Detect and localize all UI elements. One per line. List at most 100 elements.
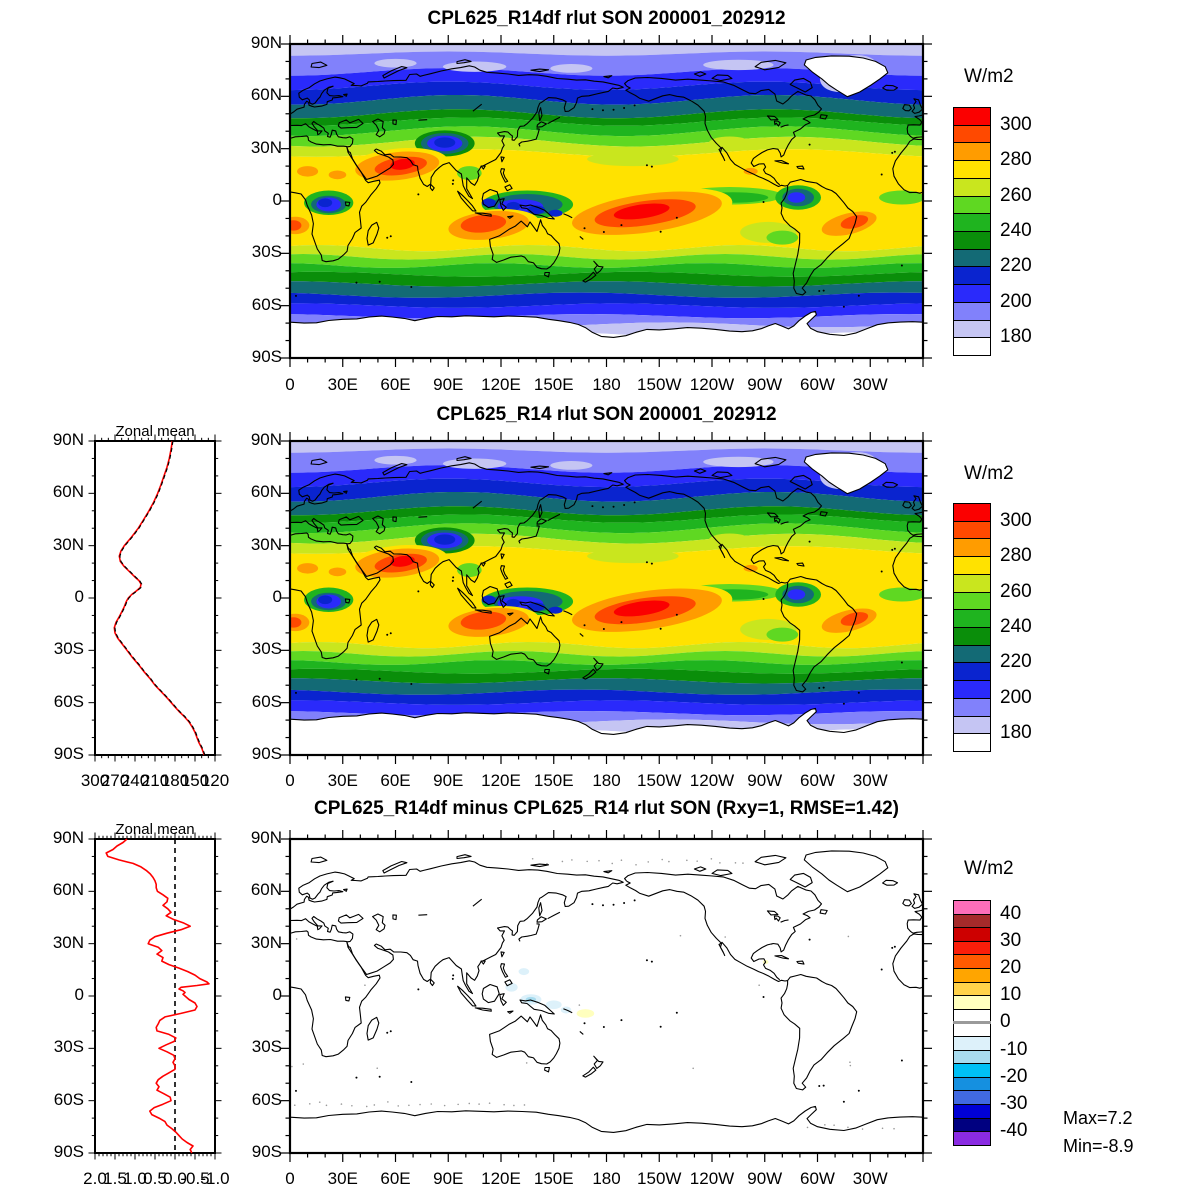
colorbar-box-panel3 (953, 927, 991, 942)
zonal-x-tick-label-panel2: 270 (100, 771, 130, 790)
map-lat-tick-label-panel2: 90N (250, 430, 282, 449)
map-lat-tick-label-panel3: 30S (251, 1037, 282, 1057)
colorbar-box-panel1 (953, 124, 991, 144)
colorbar-box-panel1 (953, 160, 991, 179)
colorbar-tick-label-panel3: 0 (1000, 1011, 1011, 1033)
map-lat-tick-label-panel1: 30N (250, 137, 282, 157)
zonal-mean-plot-panel3 (88, 832, 222, 1160)
colorbar-box-panel3 (953, 1131, 991, 1146)
map-lat-tick-label-panel3: 90N (250, 828, 282, 847)
colorbar-tick-label-panel1: 180 (1000, 326, 1032, 348)
colorbar-box-panel1 (953, 195, 991, 215)
panel3-title: CPL625_R14df minus CPL625_R14 rlut SON (… (313, 798, 899, 819)
zonal-x-tick-label-panel3: -1.0 (200, 1169, 230, 1188)
colorbar-tick-label-panel2: 200 (1000, 686, 1032, 708)
panel2-units-label: W/m2 (964, 463, 1014, 484)
zonal-x-tick-label-panel2: 120 (200, 771, 230, 790)
zonal-lat-tick-label-panel2: 60S (53, 691, 84, 711)
zonal-lat-tick-label-panel2: 30N (52, 534, 84, 554)
map-lon-tick-label-panel3: 180 (592, 1169, 621, 1188)
map-lat-tick-label-panel2: 30N (250, 534, 282, 554)
map-lon-tick-label-panel1: 90W (747, 375, 783, 394)
colorbar-tick-label-panel1: 220 (1000, 255, 1032, 277)
map-lon-tick-label-panel2: 90W (747, 771, 783, 790)
colorbar-box-panel2 (953, 503, 991, 522)
map-lat-tick-label-panel1: 90S (251, 347, 282, 366)
map-plot-panel1 (281, 35, 932, 367)
zonal-lat-tick-label-panel2: 0 (74, 587, 84, 606)
map-lon-tick-label-panel1: 60W (800, 375, 835, 394)
colorbar-box-panel3 (953, 954, 991, 969)
map-lat-tick-label-panel1: 90N (250, 33, 282, 52)
colorbar-tick-label-panel1: 300 (1000, 113, 1032, 135)
colorbar-box-panel1 (953, 213, 991, 232)
map-lon-tick-label-panel2: 90E (433, 771, 464, 790)
zonal-x-tick-label-panel3: 1.0 (123, 1169, 147, 1188)
colorbar-box-panel2 (953, 697, 991, 717)
colorbar-tick-label-panel2: 300 (1000, 509, 1032, 531)
map-lat-tick-label-panel3: 90S (251, 1142, 282, 1161)
zonal-lat-tick-label-panel3: 30N (52, 932, 84, 952)
map-lon-tick-label-panel3: 0 (285, 1169, 295, 1188)
map-lon-tick-label-panel1: 60E (380, 375, 411, 394)
map-lat-tick-label-panel3: 60N (250, 880, 282, 900)
colorbar-box-panel2 (953, 680, 991, 699)
zonal-lat-tick-label-panel3: 30S (53, 1037, 84, 1057)
map-lon-tick-label-panel1: 30W (852, 375, 888, 394)
colorbar-box-panel2 (953, 573, 991, 593)
zonal-x-tick-label-panel3: -0.5 (180, 1169, 210, 1188)
colorbar-box-panel3 (953, 900, 991, 915)
zonal-lat-tick-label-panel3: 60N (52, 880, 84, 900)
colorbar-box-panel2 (953, 662, 991, 682)
colorbar-box-panel1 (953, 142, 991, 162)
map-lon-tick-label-panel2: 120E (481, 771, 521, 790)
stat-min: Min=-8.9 (1063, 1136, 1134, 1156)
colorbar-box-panel2 (953, 609, 991, 628)
map-lon-tick-label-panel1: 120E (481, 375, 521, 394)
map-lon-tick-label-panel1: 120W (689, 375, 735, 394)
colorbar-box-panel3 (953, 1104, 991, 1119)
map-lon-tick-label-panel1: 150W (637, 375, 682, 394)
map-lat-tick-label-panel1: 60S (251, 294, 282, 314)
zonal-lat-tick-label-panel3: 90S (53, 1142, 84, 1161)
colorbar-tick-label-panel2: 260 (1000, 580, 1032, 602)
map-lat-tick-label-panel3: 30N (250, 932, 282, 952)
map-lat-tick-label-panel3: 0 (272, 985, 282, 1004)
colorbar-tick-label-panel3: -20 (1000, 1065, 1028, 1087)
zonal-lat-tick-label-panel2: 60N (52, 482, 84, 502)
zonal-lat-tick-label-panel2: 90S (53, 744, 84, 763)
panel1-units-label: W/m2 (964, 66, 1014, 87)
map-plot-panel2 (281, 432, 932, 764)
map-lon-tick-label-panel2: 120W (689, 771, 735, 790)
map-plot-panel3 (281, 830, 932, 1162)
colorbar-box-panel2 (953, 591, 991, 611)
zonal-x-tick-label-panel3: 0.0 (163, 1169, 187, 1188)
map-lat-tick-label-panel2: 90S (251, 744, 282, 763)
colorbar-box-panel3 (953, 1063, 991, 1078)
map-lon-tick-label-panel2: 180 (592, 771, 621, 790)
map-lat-tick-label-panel1: 60N (250, 85, 282, 105)
colorbar-box-panel2 (953, 715, 991, 735)
map-lon-tick-label-panel3: 60W (800, 1169, 835, 1188)
colorbar-box-panel1 (953, 177, 991, 197)
map-lon-tick-label-panel3: 120E (481, 1169, 521, 1188)
colorbar-box-panel3 (953, 940, 991, 956)
colorbar-box-panel2 (953, 644, 991, 664)
colorbar-tick-label-panel2: 220 (1000, 651, 1032, 673)
map-lon-tick-label-panel2: 60W (800, 771, 835, 790)
panel2-title: CPL625_R14 rlut SON 200001_202912 (436, 404, 777, 425)
colorbar-box-panel2 (953, 520, 991, 540)
colorbar-box-panel3 (953, 1049, 991, 1065)
colorbar-box-panel1 (953, 266, 991, 286)
map-lon-tick-label-panel2: 30W (852, 771, 888, 790)
map-lon-tick-label-panel3: 60E (380, 1169, 411, 1188)
map-lon-tick-label-panel3: 90E (433, 1169, 464, 1188)
zonal-lat-tick-label-panel3: 60S (53, 1089, 84, 1109)
zonal-x-tick-label-panel3: 2.0 (83, 1169, 107, 1188)
map-lon-tick-label-panel3: 30W (852, 1169, 888, 1188)
map-lon-tick-label-panel1: 30E (327, 375, 358, 394)
map-lon-tick-label-panel1: 150E (533, 375, 574, 394)
stat-max: Max=7.2 (1063, 1108, 1133, 1128)
colorbar-tick-label-panel1: 240 (1000, 219, 1032, 241)
